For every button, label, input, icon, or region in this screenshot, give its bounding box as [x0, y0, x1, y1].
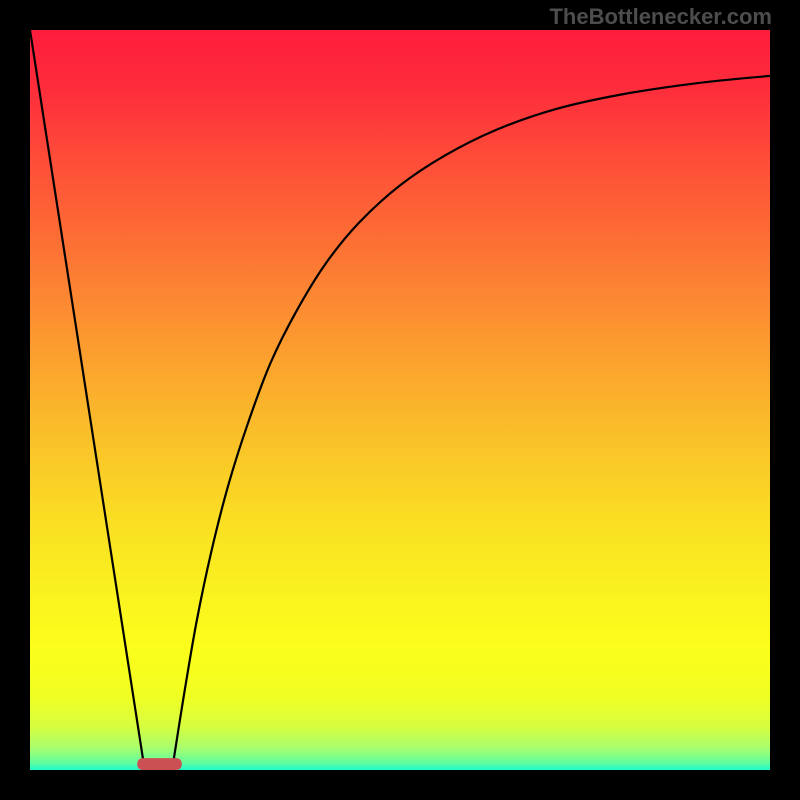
- chart-svg: [30, 30, 770, 770]
- bottleneck-chart: { "chart": { "type": "line", "canvas": {…: [0, 0, 800, 800]
- bottleneck-marker: [137, 758, 181, 770]
- gradient-background: [30, 30, 770, 770]
- plot-area: [30, 30, 770, 770]
- watermark: TheBottlenecker.com: [549, 4, 772, 30]
